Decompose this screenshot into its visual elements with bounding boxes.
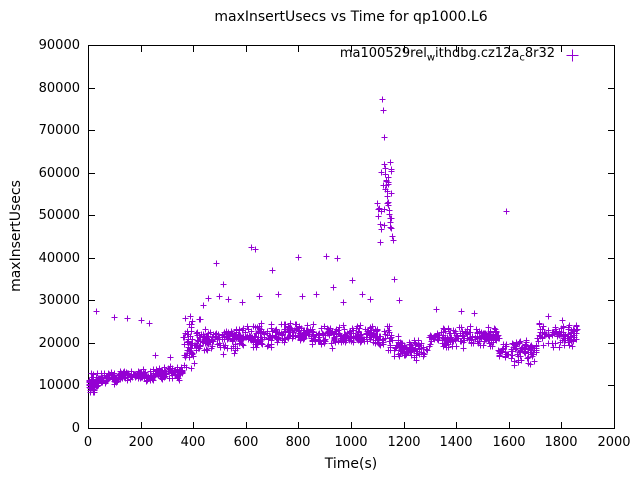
y-tick-label: 50000 bbox=[39, 208, 80, 223]
x-tick-label: 400 bbox=[181, 435, 206, 450]
x-tick-label: 800 bbox=[286, 435, 311, 450]
x-tick-label: 1600 bbox=[492, 435, 525, 450]
y-tick-label: 30000 bbox=[39, 293, 80, 308]
y-tick-label: 0 bbox=[72, 421, 80, 436]
plus-marker-icon bbox=[566, 49, 579, 61]
x-tick-label: 2000 bbox=[597, 435, 630, 450]
legend-label-segment: 8r32 bbox=[524, 46, 555, 62]
legend-label-segment: ma100529rel bbox=[339, 46, 427, 62]
y-tick-label: 10000 bbox=[39, 378, 80, 393]
legend-label-subscript: c bbox=[519, 52, 525, 64]
plot-border bbox=[88, 45, 615, 429]
x-tick-label: 0 bbox=[84, 435, 92, 450]
y-tick-label: 40000 bbox=[39, 251, 80, 266]
x-tick-label: 1400 bbox=[439, 435, 472, 450]
y-tick-label: 90000 bbox=[39, 38, 80, 53]
axis-ticks bbox=[88, 45, 615, 429]
y-tick-label: 60000 bbox=[39, 166, 80, 181]
y-tick-label: 80000 bbox=[39, 81, 80, 96]
legend-label: ma100529relwithdbg.cz12ac8r32 bbox=[340, 46, 555, 64]
legend-label-subscript: w bbox=[426, 52, 435, 64]
legend: ma100529relwithdbg.cz12ac8r32 bbox=[340, 46, 580, 64]
y-tick-label: 20000 bbox=[39, 336, 80, 351]
x-tick-label: 1200 bbox=[387, 435, 420, 450]
scatter-points bbox=[86, 96, 581, 396]
x-tick-label: 1000 bbox=[334, 435, 367, 450]
x-tick-label: 600 bbox=[234, 435, 259, 450]
chart-title: maxInsertUsecs vs Time for qp1000.L6 bbox=[214, 9, 488, 25]
x-axis-label: Time(s) bbox=[324, 456, 378, 472]
x-tick-label: 200 bbox=[129, 435, 154, 450]
y-tick-label: 70000 bbox=[39, 123, 80, 138]
legend-label-segment: ithdbg.cz12a bbox=[435, 46, 520, 62]
x-tick-label: 1800 bbox=[544, 435, 577, 450]
